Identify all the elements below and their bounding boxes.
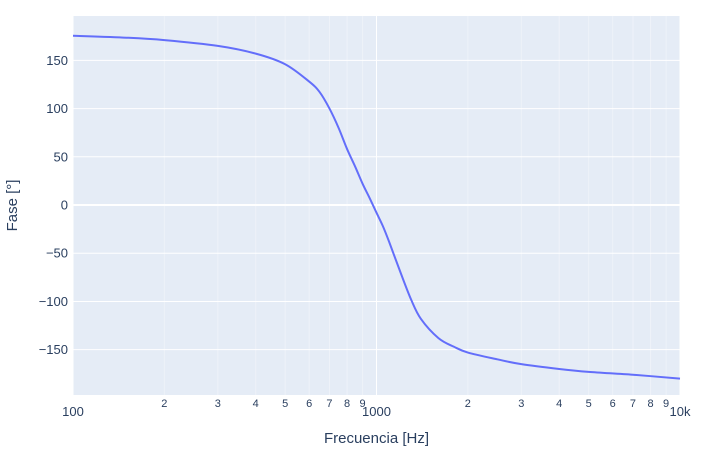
y-tick-label: 150 — [46, 53, 68, 68]
x-minor-tick-label: 2 — [465, 398, 471, 410]
x-minor-tick-label: 8 — [648, 398, 654, 410]
x-minor-tick-label: 4 — [253, 398, 259, 410]
x-major-tick-label: 1000 — [362, 404, 391, 419]
y-axis-title: Fase [°] — [4, 180, 21, 232]
x-minor-tick-label: 3 — [518, 398, 524, 410]
y-tick-label: 50 — [54, 149, 68, 164]
x-minor-tick-label: 9 — [360, 398, 366, 410]
x-minor-tick-label: 5 — [586, 398, 592, 410]
y-tick-label: 100 — [46, 101, 68, 116]
y-tick-label: 0 — [61, 198, 68, 213]
x-minor-tick-label: 4 — [556, 398, 562, 410]
series-group — [72, 34, 681, 380]
y-tick-label: −50 — [46, 246, 68, 261]
x-major-tick-label: 10k — [670, 404, 691, 419]
y-tick-label: −100 — [39, 294, 68, 309]
x-major-tick-label: 100 — [62, 404, 84, 419]
x-minor-tick-label: 9 — [663, 398, 669, 410]
x-minor-tick-label: 8 — [344, 398, 350, 410]
x-axis-title: Frecuencia [Hz] — [324, 430, 429, 447]
y-tick-labels: 150 100 50 0 −50 −100 −150 — [39, 53, 68, 357]
x-minor-tick-label: 6 — [306, 398, 312, 410]
x-minor-tick-label: 2 — [161, 398, 167, 410]
x-minor-tick-label: 3 — [215, 398, 221, 410]
y-tick-label: −150 — [39, 342, 68, 357]
phase-series-line — [72, 34, 681, 380]
x-minor-tick-label: 7 — [326, 398, 332, 410]
x-minor-tick-label: 5 — [282, 398, 288, 410]
x-minor-tick-label: 6 — [610, 398, 616, 410]
x-minor-tick-label: 7 — [630, 398, 636, 410]
